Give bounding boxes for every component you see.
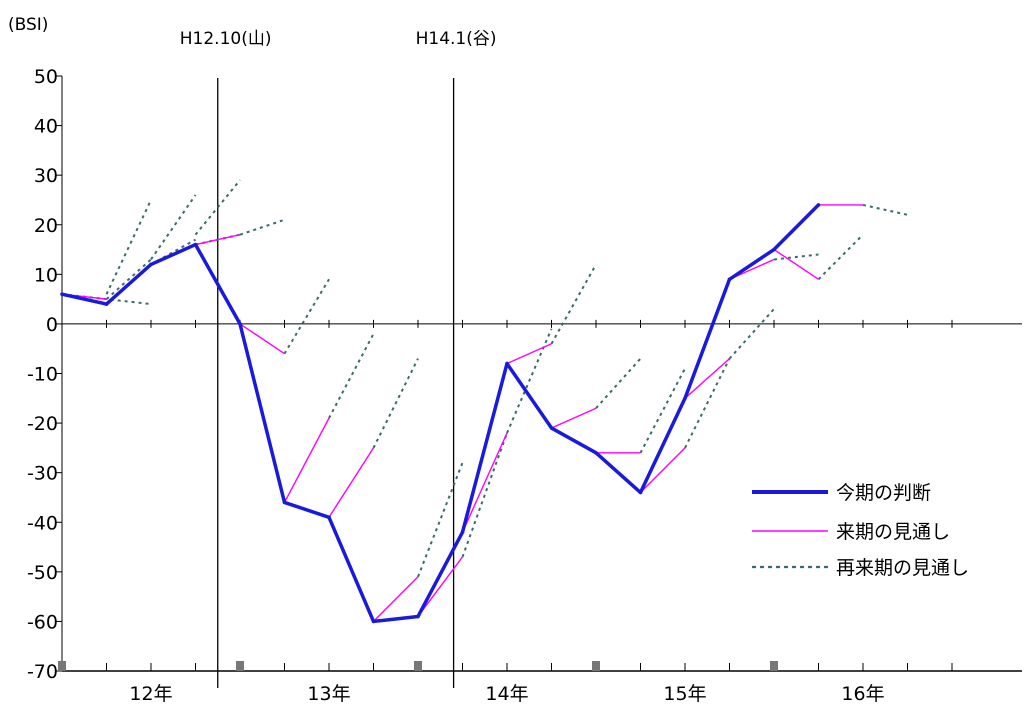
year-boundary-mark	[58, 661, 66, 671]
current-judgment-point	[371, 619, 376, 624]
current-judgment-point	[772, 247, 776, 252]
next-outlook-segment	[551, 407, 597, 429]
current-judgment-point	[594, 451, 598, 455]
current-judgment-point	[727, 277, 732, 282]
after-next-outlook-segment	[105, 258, 152, 300]
x-year-label: 13年	[307, 683, 350, 705]
y-tick-label: -70	[27, 661, 58, 683]
series-layer	[60, 179, 908, 624]
next-outlook-segment	[773, 248, 819, 280]
next-outlook-segment	[239, 323, 285, 355]
plot-frame	[58, 76, 1022, 672]
current-judgment-point	[683, 396, 687, 401]
current-judgment-point	[282, 500, 287, 505]
y-tick-label: 0	[46, 314, 58, 336]
legend: 今期の判断 来期の見通し 再来期の見通し	[752, 482, 969, 579]
next-outlook-segment	[461, 432, 508, 533]
after-next-outlook-segment	[105, 199, 152, 295]
current-judgment-point	[505, 361, 509, 366]
legend-label-current: 今期の判断	[836, 482, 931, 504]
after-next-outlook-segment	[150, 194, 197, 261]
next-outlook-segment	[373, 576, 419, 622]
after-next-outlook-segment	[239, 218, 285, 236]
y-axis-ticks: 50 40 30 20 10 0 -10 -20 -30 -40 -50 -60 -70	[27, 66, 62, 683]
next-outlook-segment	[640, 447, 686, 493]
after-next-outlook-segment	[461, 432, 508, 558]
y-unit-label: (BSI)	[8, 15, 48, 35]
y-tick-label: 20	[34, 215, 58, 237]
current-judgment-point	[149, 262, 153, 267]
current-judgment-point	[238, 322, 242, 326]
year-boundary-mark	[770, 661, 778, 671]
next-outlook-segment	[417, 556, 464, 617]
current-judgment-point	[549, 426, 554, 430]
current-judgment-point	[60, 292, 64, 296]
x-year-label: 12年	[129, 683, 172, 705]
y-tick-label: 40	[34, 116, 58, 138]
y-tick-label: 10	[34, 264, 58, 286]
current-judgment-point	[416, 614, 420, 619]
current-judgment-point	[327, 515, 331, 520]
x-year-label: 16年	[841, 683, 884, 705]
current-judgment-point	[193, 242, 198, 247]
after-next-outlook-segment	[283, 278, 330, 355]
after-next-outlook-segment	[328, 333, 375, 419]
next-outlook-segment	[283, 417, 330, 503]
after-next-outlook-segment	[639, 368, 686, 454]
x-axis-year-labels: 12年 13年 14年 15年 16年	[129, 683, 884, 705]
after-next-outlook-segment	[417, 462, 464, 578]
after-next-outlook-segment	[728, 308, 775, 360]
y-tick-label: 50	[34, 66, 58, 88]
next-outlook-segment	[195, 233, 241, 246]
next-outlook-segment	[328, 447, 375, 518]
cycle-marker-label: H12.10(山)	[180, 29, 272, 49]
after-next-outlook-segment	[194, 179, 241, 236]
cycle-marker-label: H14.1(谷)	[416, 29, 497, 49]
x-year-label: 15年	[663, 683, 706, 705]
year-boundary-mark	[592, 661, 600, 671]
legend-label-after-next: 再来期の見通し	[836, 557, 969, 579]
after-next-outlook-segment	[817, 233, 864, 280]
y-tick-label: 30	[34, 165, 58, 187]
cycle-markers: H12.10(山) H14.1(谷)	[180, 29, 497, 688]
x-year-label: 14年	[485, 683, 528, 705]
after-next-outlook-segment	[862, 203, 908, 216]
after-next-outlook-segment	[550, 263, 597, 345]
y-tick-label: -40	[27, 512, 58, 534]
next-outlook-segment	[684, 358, 730, 399]
current-judgment-point	[104, 302, 109, 306]
year-boundary-mark	[414, 661, 422, 671]
year-boundary-mark	[236, 661, 244, 671]
after-next-outlook-segment	[595, 357, 642, 409]
current-judgment-line	[61, 203, 820, 624]
after-next-outlook-segment	[506, 328, 553, 434]
legend-label-next: 来期の見通し	[836, 521, 950, 543]
y-tick-label: -60	[27, 611, 58, 633]
y-tick-label: -50	[27, 562, 58, 584]
after-next-outlook-segment	[372, 358, 419, 449]
current-judgment-point	[638, 490, 643, 495]
y-tick-label: -30	[27, 463, 58, 485]
current-judgment-point	[460, 530, 465, 534]
next-outlook-segment	[506, 343, 552, 365]
current-judgment-point	[816, 203, 821, 207]
after-next-outlook-segment	[684, 358, 731, 449]
y-tick-label: -10	[27, 364, 58, 386]
after-next-outlook-segment	[773, 253, 819, 261]
y-tick-label: -20	[27, 413, 58, 435]
